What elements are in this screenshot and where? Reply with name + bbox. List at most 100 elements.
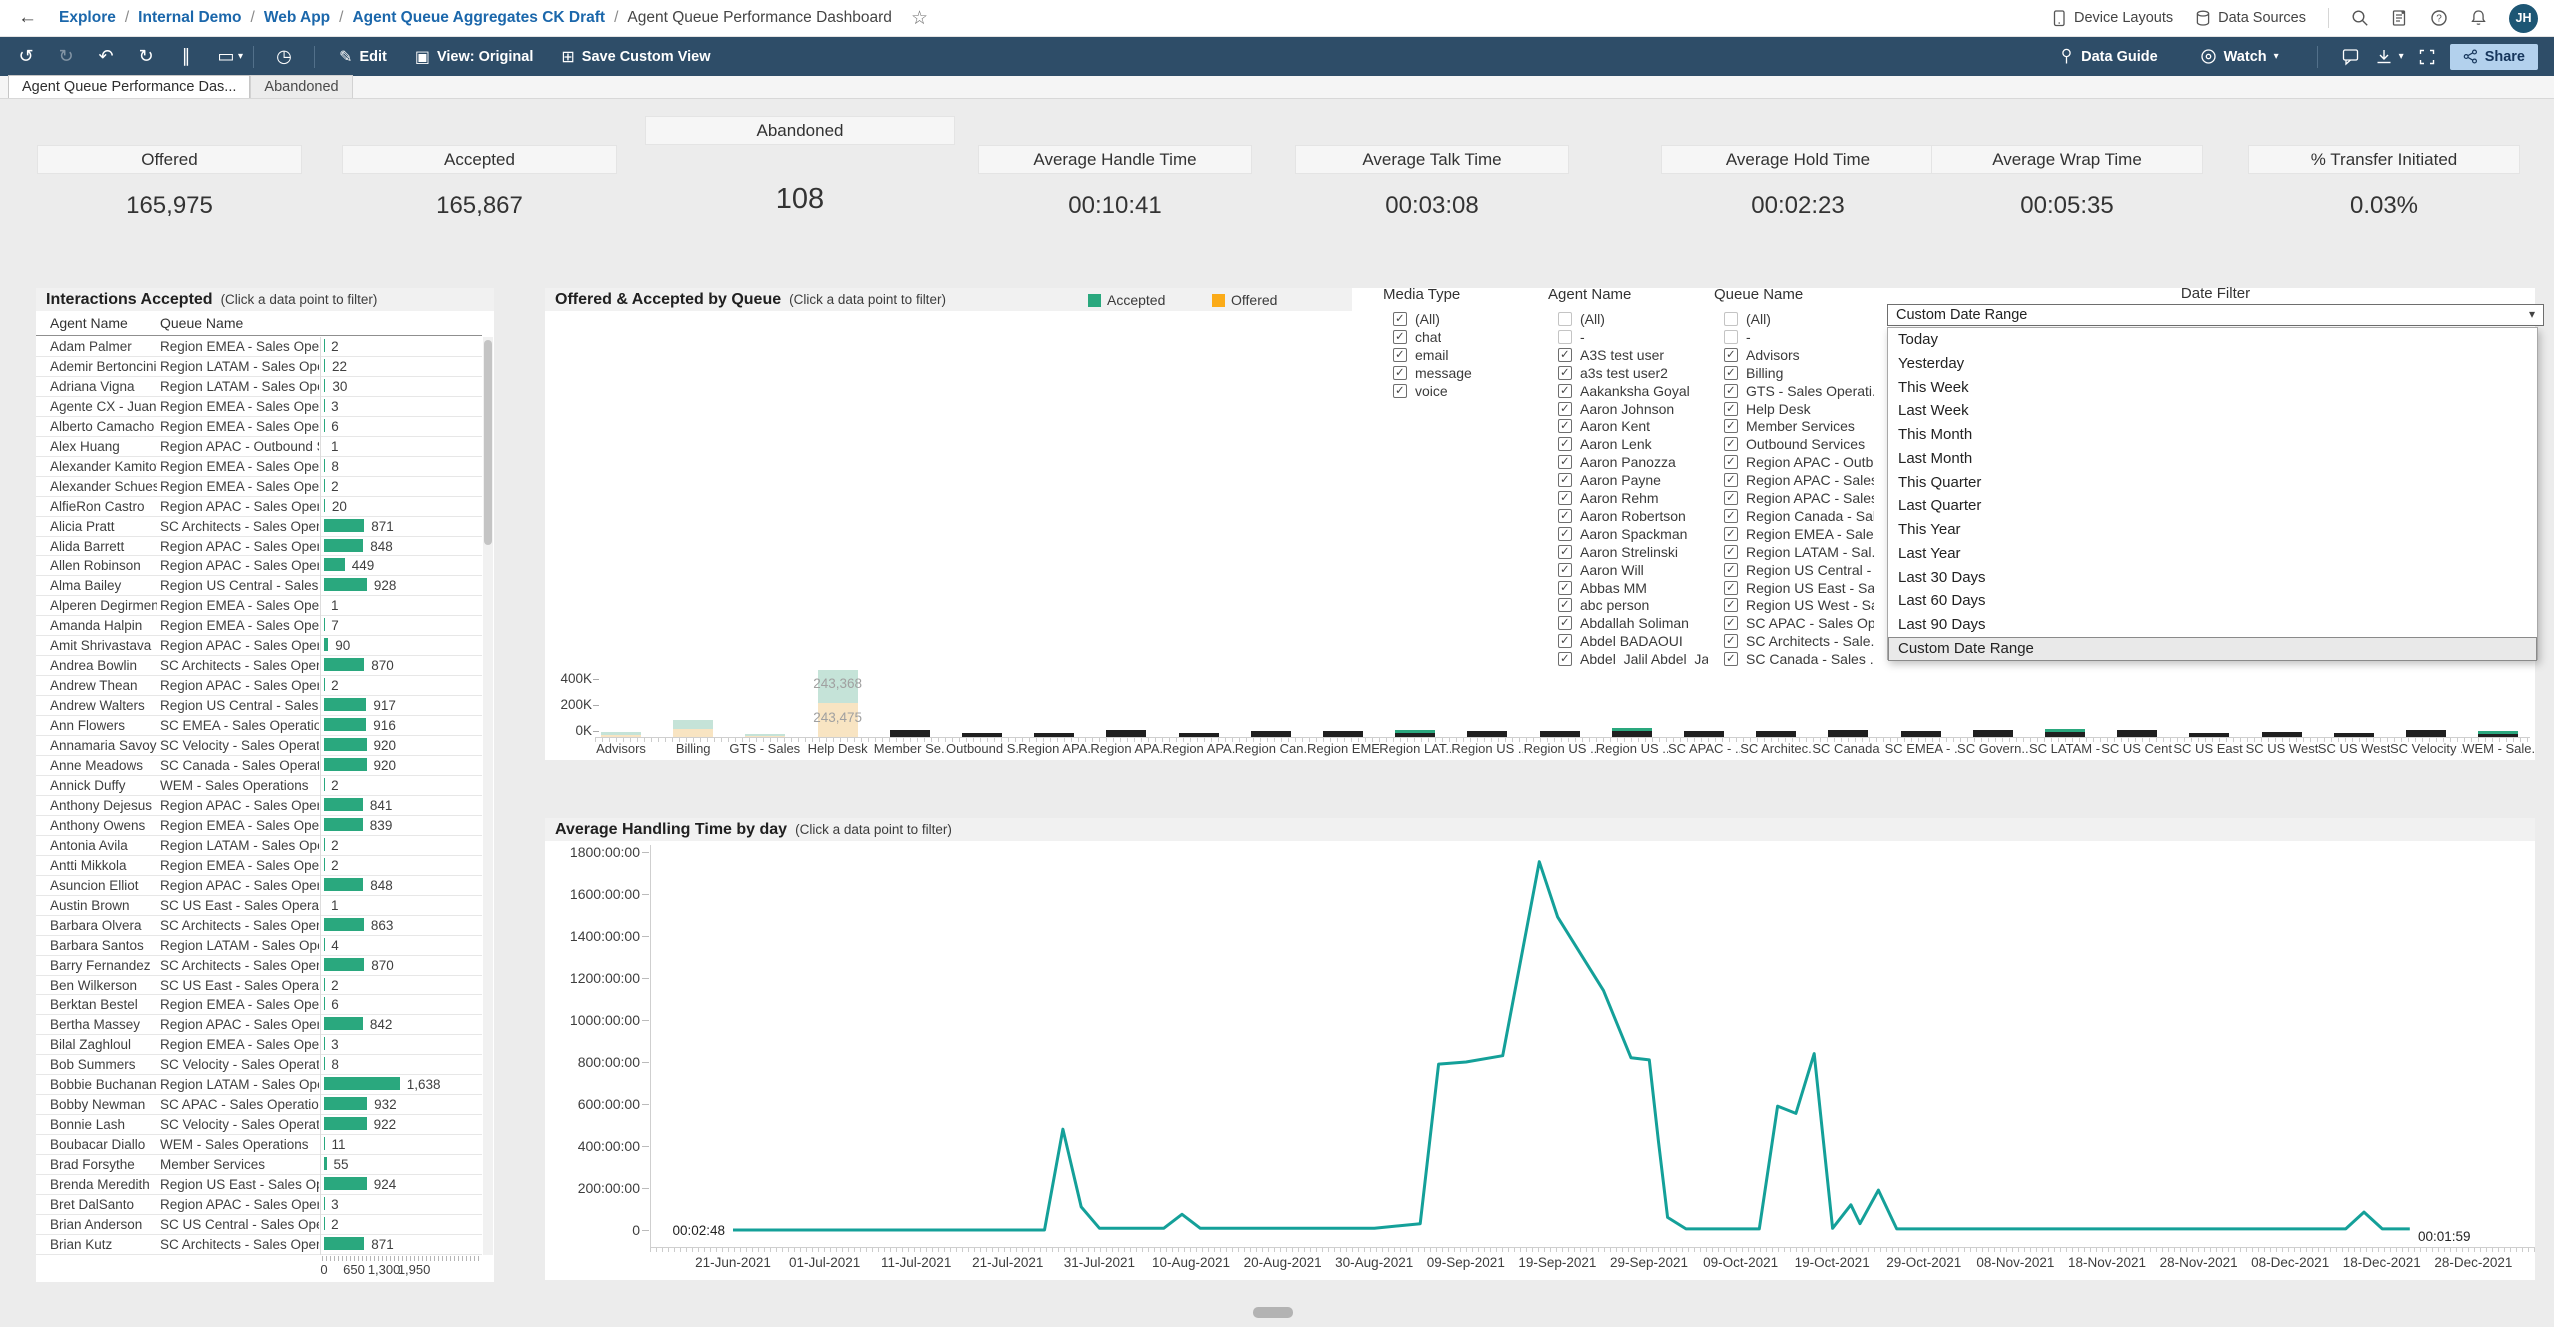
date-option[interactable]: This Week bbox=[1888, 376, 2537, 400]
checkbox-checked[interactable] bbox=[1558, 384, 1572, 398]
table-row[interactable]: Austin BrownSC US East - Sales Operation… bbox=[36, 896, 482, 916]
table-row[interactable]: Barry FernandezSC Architects - Sales Ope… bbox=[36, 956, 482, 976]
table-row[interactable]: Andrew WaltersRegion US Central - Sales … bbox=[36, 696, 482, 716]
checkbox-checked[interactable] bbox=[1558, 527, 1572, 541]
table-row[interactable]: Adriana VignaRegion LATAM - Sales Operat… bbox=[36, 377, 482, 397]
avatar[interactable]: JH bbox=[2509, 4, 2538, 33]
table-row[interactable]: Bilal ZaghloulRegion EMEA - Sales Operat… bbox=[36, 1035, 482, 1055]
queue-bar[interactable] bbox=[1612, 728, 1652, 738]
filter-item[interactable]: (All) bbox=[1714, 310, 1880, 328]
date-option[interactable]: Last 90 Days bbox=[1888, 613, 2537, 637]
checkbox-checked[interactable] bbox=[1724, 455, 1738, 469]
filter-item[interactable]: Abdel BADAOUI bbox=[1548, 632, 1714, 650]
date-option[interactable]: Custom Date Range bbox=[1888, 637, 2537, 661]
filter-item[interactable]: a3s test user2 bbox=[1548, 364, 1714, 382]
filter-item[interactable]: Abdallah Soliman bbox=[1548, 614, 1714, 632]
filter-item[interactable]: Aaron Panozza bbox=[1548, 453, 1714, 471]
table-row[interactable]: Andrew TheanRegion APAC - Sales Operatio… bbox=[36, 676, 482, 696]
table-row[interactable]: Barbara OlveraSC Architects - Sales Oper… bbox=[36, 916, 482, 936]
table-row[interactable]: Agente CX - Juan..Region EMEA - Sales Op… bbox=[36, 397, 482, 417]
filter-item[interactable]: Aaron Robertson bbox=[1548, 507, 1714, 525]
queue-bar[interactable] bbox=[1179, 733, 1219, 737]
checkbox-checked[interactable] bbox=[1558, 598, 1572, 612]
queue-bar[interactable] bbox=[1106, 730, 1146, 737]
breadcrumb-link[interactable]: Agent Queue Aggregates CK Draft bbox=[352, 9, 605, 27]
checkbox-checked[interactable] bbox=[1558, 652, 1572, 666]
column-header-agent-name[interactable]: Agent Name bbox=[50, 315, 128, 331]
table-row[interactable]: Anne MeadowsSC Canada - Sales Operations… bbox=[36, 756, 482, 776]
queue-bar[interactable] bbox=[2117, 730, 2157, 737]
watch-button[interactable]: Watch bbox=[2200, 48, 2279, 65]
aht-line-series[interactable] bbox=[733, 862, 2410, 1230]
checkbox-checked[interactable] bbox=[1724, 581, 1738, 595]
queue-bar[interactable] bbox=[1756, 731, 1796, 737]
table-row[interactable]: Anthony OwensRegion EMEA - Sales Operati… bbox=[36, 816, 482, 836]
revert-button[interactable] bbox=[86, 46, 126, 67]
table-row[interactable]: Ben WilkersonSC US East - Sales Operatio… bbox=[36, 976, 482, 996]
download-icon[interactable] bbox=[2375, 48, 2393, 66]
filter-item[interactable]: Region US East - Sal... bbox=[1714, 579, 1880, 597]
breadcrumb-link[interactable]: Internal Demo bbox=[138, 9, 241, 27]
date-option[interactable]: This Quarter bbox=[1888, 471, 2537, 495]
checkbox-checked[interactable] bbox=[1558, 545, 1572, 559]
offered-bar-segment[interactable] bbox=[601, 735, 641, 737]
table-row[interactable]: Brian AndersonSC US Central - Sales Oper… bbox=[36, 1215, 482, 1235]
table-row[interactable]: Boubacar DialloWEM - Sales Operations11 bbox=[36, 1135, 482, 1155]
back-arrow-icon[interactable] bbox=[18, 7, 37, 29]
release-notes-icon[interactable] bbox=[2391, 9, 2408, 27]
checkbox-checked[interactable] bbox=[1558, 563, 1572, 577]
queue-bar[interactable] bbox=[1901, 731, 1941, 737]
save-custom-view-button[interactable]: Save Custom View bbox=[561, 47, 710, 67]
filter-item[interactable]: voice bbox=[1383, 382, 1549, 400]
checkbox-checked[interactable] bbox=[1558, 419, 1572, 433]
checkbox-checked[interactable] bbox=[1558, 437, 1572, 451]
table-row[interactable]: Annick DuffyWEM - Sales Operations2 bbox=[36, 776, 482, 796]
checkbox-checked[interactable] bbox=[1724, 491, 1738, 505]
table-row[interactable]: Alberto CamachoRegion EMEA - Sales Opera… bbox=[36, 417, 482, 437]
search-icon[interactable] bbox=[2351, 9, 2369, 27]
cycle-views-caret-icon[interactable] bbox=[238, 51, 243, 62]
comments-icon[interactable] bbox=[2342, 48, 2361, 66]
filter-item[interactable]: Aaron Strelinski bbox=[1548, 543, 1714, 561]
queue-bar[interactable] bbox=[2406, 730, 2446, 737]
queue-bar[interactable] bbox=[1251, 731, 1291, 737]
checkbox-checked[interactable] bbox=[1558, 634, 1572, 648]
checkbox-checked[interactable] bbox=[1558, 581, 1572, 595]
filter-item[interactable]: chat bbox=[1383, 328, 1549, 346]
table-row[interactable]: Allen RobinsonRegion APAC - Sales Operat… bbox=[36, 556, 482, 576]
filter-item[interactable]: Aaron Payne bbox=[1548, 471, 1714, 489]
filter-item[interactable]: Aaron Kent bbox=[1548, 417, 1714, 435]
date-option[interactable]: Yesterday bbox=[1888, 352, 2537, 376]
filter-item[interactable]: Region US Central - ... bbox=[1714, 561, 1880, 579]
date-option[interactable]: Today bbox=[1888, 328, 2537, 352]
date-filter-select[interactable]: Custom Date Range bbox=[1887, 304, 2544, 326]
table-row[interactable]: AlfieRon CastroRegion APAC - Sales Opera… bbox=[36, 497, 482, 517]
filter-item[interactable]: SC Canada - Sales ... bbox=[1714, 650, 1880, 666]
checkbox-checked[interactable] bbox=[1393, 348, 1407, 362]
table-row[interactable]: Bobby NewmanSC APAC - Sales Operations93… bbox=[36, 1095, 482, 1115]
table-row[interactable]: Berktan BestelRegion EMEA - Sales Operat… bbox=[36, 995, 482, 1015]
pause-updates-button[interactable] bbox=[166, 46, 206, 67]
checkbox-checked[interactable] bbox=[1724, 437, 1738, 451]
table-scrollbar-thumb[interactable] bbox=[484, 340, 492, 545]
checkbox-checked[interactable] bbox=[1724, 384, 1738, 398]
queue-bar[interactable] bbox=[2262, 732, 2302, 737]
checkbox-checked[interactable] bbox=[1724, 527, 1738, 541]
filter-item[interactable]: Region EMEA - Sale... bbox=[1714, 525, 1880, 543]
filter-item[interactable]: Billing bbox=[1714, 364, 1880, 382]
filter-item[interactable]: - bbox=[1548, 328, 1714, 346]
view-original-button[interactable]: View: Original bbox=[415, 47, 534, 67]
checkbox-checked[interactable] bbox=[1558, 473, 1572, 487]
checkbox-checked[interactable] bbox=[1558, 616, 1572, 630]
date-option[interactable]: Last 60 Days bbox=[1888, 589, 2537, 613]
table-row[interactable]: Antonia AvilaRegion LATAM - Sales Operat… bbox=[36, 836, 482, 856]
data-sources-button[interactable]: Data Sources bbox=[2195, 10, 2306, 27]
filter-item[interactable]: message bbox=[1383, 364, 1549, 382]
share-button[interactable]: Share bbox=[2450, 44, 2538, 70]
queue-bar[interactable] bbox=[2478, 731, 2518, 737]
date-option[interactable]: Last Quarter bbox=[1888, 494, 2537, 518]
filter-item[interactable]: Aakanksha Goyal bbox=[1548, 382, 1714, 400]
checkbox-checked[interactable] bbox=[1724, 402, 1738, 416]
checkbox-checked[interactable] bbox=[1724, 652, 1738, 666]
checkbox-checked[interactable] bbox=[1724, 616, 1738, 630]
